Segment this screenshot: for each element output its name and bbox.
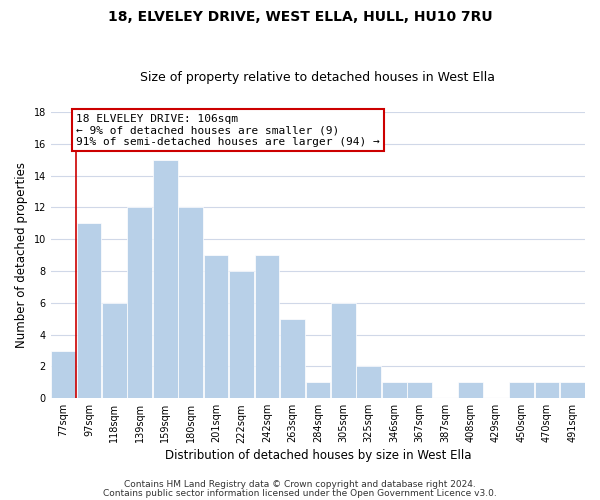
Bar <box>280 318 305 398</box>
Bar <box>51 350 76 398</box>
Y-axis label: Number of detached properties: Number of detached properties <box>15 162 28 348</box>
Bar <box>407 382 432 398</box>
Text: 18, ELVELEY DRIVE, WEST ELLA, HULL, HU10 7RU: 18, ELVELEY DRIVE, WEST ELLA, HULL, HU10… <box>107 10 493 24</box>
Title: Size of property relative to detached houses in West Ella: Size of property relative to detached ho… <box>140 72 496 85</box>
Bar <box>331 303 356 398</box>
Bar <box>102 303 127 398</box>
Bar <box>458 382 483 398</box>
Bar <box>356 366 381 398</box>
Text: Contains public sector information licensed under the Open Government Licence v3: Contains public sector information licen… <box>103 488 497 498</box>
Bar <box>305 382 330 398</box>
Bar <box>77 224 101 398</box>
Bar <box>509 382 534 398</box>
Bar <box>535 382 559 398</box>
Text: 18 ELVELEY DRIVE: 106sqm
← 9% of detached houses are smaller (9)
91% of semi-det: 18 ELVELEY DRIVE: 106sqm ← 9% of detache… <box>76 114 380 147</box>
Text: Contains HM Land Registry data © Crown copyright and database right 2024.: Contains HM Land Registry data © Crown c… <box>124 480 476 489</box>
Bar <box>382 382 407 398</box>
Bar <box>204 255 229 398</box>
Bar <box>153 160 178 398</box>
Bar <box>560 382 584 398</box>
Bar <box>127 208 152 398</box>
Bar <box>178 208 203 398</box>
X-axis label: Distribution of detached houses by size in West Ella: Distribution of detached houses by size … <box>164 450 471 462</box>
Bar <box>254 255 280 398</box>
Bar <box>229 271 254 398</box>
